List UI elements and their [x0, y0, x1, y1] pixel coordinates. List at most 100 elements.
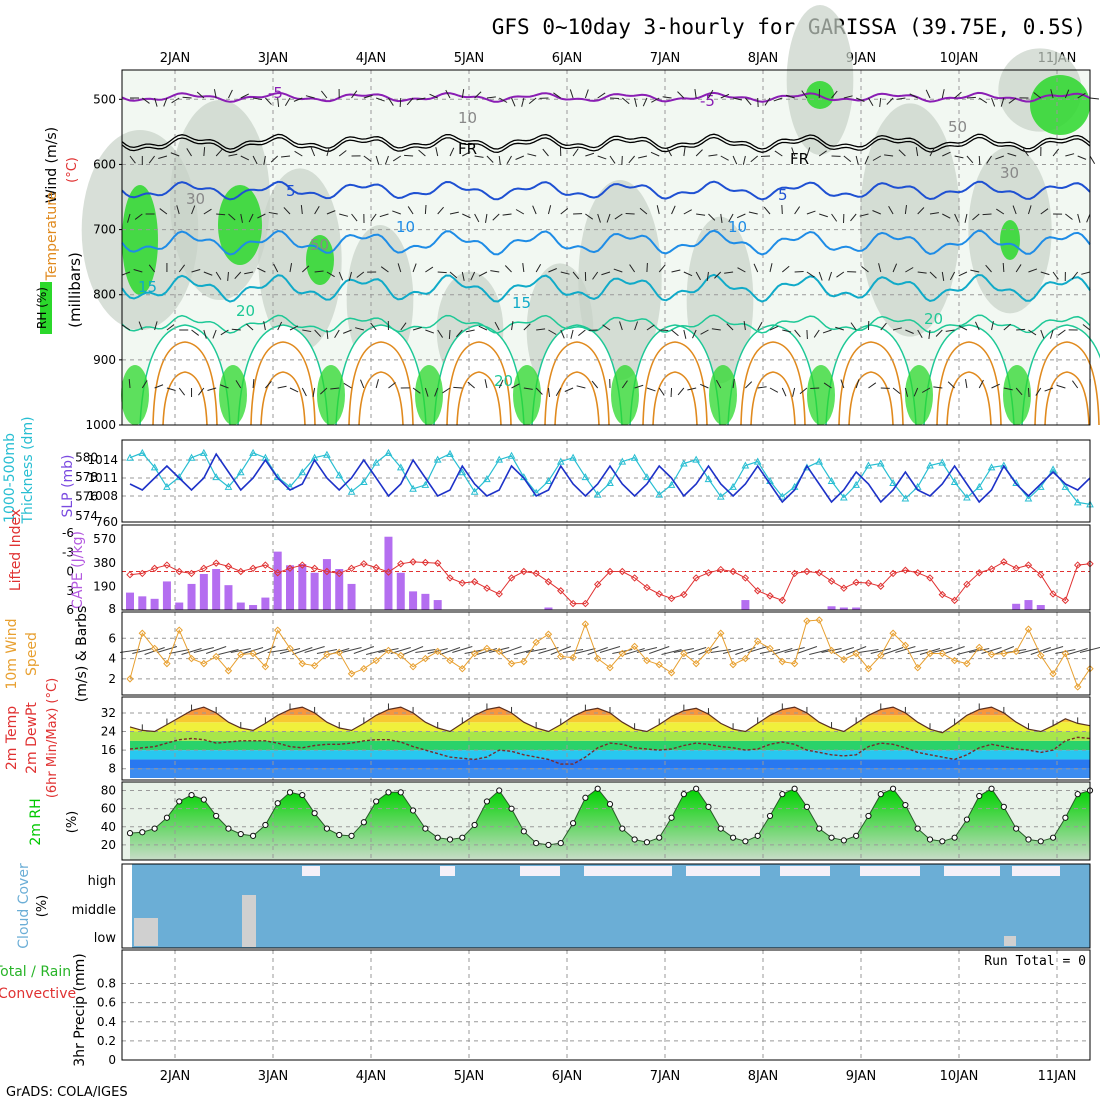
- wind-barb: [363, 94, 373, 99]
- wind-barb: [305, 95, 315, 99]
- wind-barb: [560, 207, 569, 215]
- rh-marker: [126, 830, 134, 837]
- wind-barb: [528, 97, 537, 105]
- wind-barb: [1012, 205, 1017, 215]
- wind-barb: [683, 209, 692, 215]
- temp-band: [130, 759, 1090, 769]
- lifted-index-marker: [187, 569, 196, 578]
- ylabel-thickness-a: 1000-500mb: [2, 433, 18, 523]
- cape-bar: [286, 565, 294, 610]
- wind-speed-marker: [975, 643, 983, 652]
- wind-barb: [836, 271, 845, 278]
- wind-barb: [379, 213, 389, 218]
- wind-barb: [498, 155, 501, 165]
- wind-speed-marker: [323, 650, 331, 659]
- wind-barb: [560, 271, 570, 275]
- isotherm-25-arc: [446, 341, 512, 426]
- wind-barb: [602, 324, 611, 331]
- lifted-index-marker: [544, 578, 553, 586]
- lifted-index-marker: [889, 569, 897, 578]
- rh-shade-green: [611, 365, 639, 425]
- wind-barb: [886, 97, 894, 105]
- wind-barb: [141, 380, 148, 389]
- slp-line: [129, 452, 1091, 504]
- wind-barb: [831, 90, 838, 99]
- wind-barb: [437, 271, 447, 274]
- cape-bar: [384, 536, 393, 610]
- wind-barb: [504, 265, 512, 273]
- wind-speed-marker: [409, 662, 417, 671]
- wind-barb: [330, 387, 340, 390]
- wind-speed-marker: [347, 670, 356, 678]
- wind-barb: [621, 97, 630, 105]
- wind-barb: [823, 382, 832, 389]
- rh-marker: [594, 785, 601, 792]
- wind-barb: [555, 387, 562, 397]
- cape-bar: [298, 564, 307, 610]
- lifted-index-marker: [926, 574, 934, 582]
- rh-marker: [779, 791, 786, 798]
- lifted-index-marker: [470, 578, 479, 586]
- rh-marker: [889, 785, 897, 792]
- wind-speed-marker: [889, 629, 897, 637]
- wind-barb: [578, 329, 586, 337]
- wind-barb: [375, 379, 379, 389]
- surface-wind-barb: [1018, 648, 1039, 654]
- li-tick: -3: [62, 545, 74, 559]
- wind-barb: [312, 387, 316, 397]
- thickness-marker: [544, 476, 553, 485]
- ylabel-10m-wind: 10m Wind: [4, 618, 20, 689]
- lifted-index-marker: [1012, 564, 1020, 572]
- wind-speed-marker: [360, 665, 368, 673]
- surface-wind-barb: [501, 646, 522, 654]
- rh-marker: [902, 801, 909, 809]
- wind-barb: [941, 89, 945, 99]
- wind-barb: [748, 211, 758, 215]
- wind-barb: [412, 387, 421, 394]
- wind-barb: [176, 205, 180, 215]
- wind-barb: [794, 206, 801, 215]
- wind-barb: [1044, 387, 1054, 392]
- contour-label: 15: [138, 278, 157, 296]
- wind-barb: [737, 267, 746, 273]
- wind-barb: [947, 381, 955, 389]
- wind-barb: [461, 271, 465, 281]
- wind-barb: [442, 387, 451, 394]
- pressure-tick: 1000: [85, 418, 116, 432]
- wind-barb: [207, 387, 217, 391]
- wind-speed-marker: [335, 648, 343, 657]
- cloud-high-gap: [520, 866, 560, 876]
- cloud-level-label: high: [88, 874, 116, 889]
- lifted-index-marker: [643, 583, 651, 592]
- wind-speed-marker: [717, 629, 725, 637]
- lifted-index-marker: [310, 564, 319, 572]
- thickness-marker: [409, 484, 417, 492]
- wind-barb: [638, 155, 648, 159]
- wind-barb: [982, 213, 992, 216]
- wind-speed-marker: [753, 637, 762, 646]
- wind-barb: [991, 97, 996, 107]
- wind-barb: [872, 210, 881, 215]
- isotherm-30-arc: [456, 371, 502, 426]
- wind-speed-marker: [544, 630, 553, 638]
- wind-barb: [399, 97, 402, 108]
- wind-barb: [700, 329, 709, 335]
- rh-frame: [121, 781, 1091, 861]
- wind-barb: [363, 155, 372, 162]
- wind-barb: [954, 155, 964, 159]
- wind-barb: [728, 213, 734, 223]
- lifted-index-marker: [273, 569, 282, 577]
- wind-barb: [449, 211, 459, 215]
- thickness-tick: 580: [75, 451, 98, 465]
- lifted-index-marker: [507, 574, 516, 582]
- wind-barb: [781, 387, 787, 397]
- wind-barb: [1081, 271, 1091, 275]
- wind-speed-marker: [433, 647, 442, 656]
- wind-barb: [348, 271, 353, 281]
- thickness-marker: [138, 448, 147, 456]
- wind-speed-marker: [249, 649, 257, 658]
- wind-barb: [273, 263, 279, 273]
- wind-barb: [265, 97, 272, 105]
- date-label-bottom: 9JAN: [846, 1069, 877, 1084]
- thickness-marker: [950, 477, 959, 485]
